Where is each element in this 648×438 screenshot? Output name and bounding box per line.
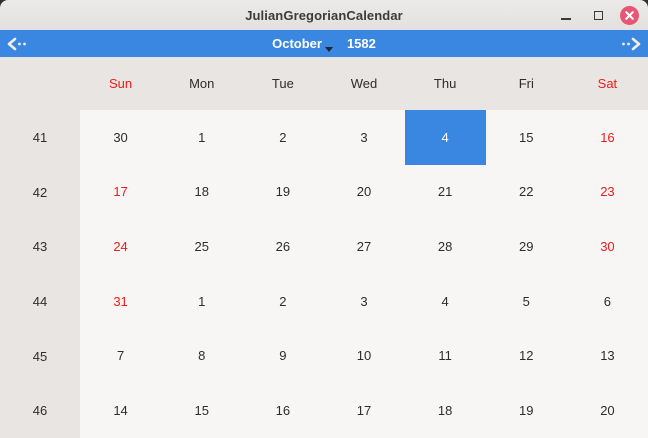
week-number: 41 <box>32 129 48 145</box>
window-title: JulianGregorianCalendar <box>245 7 403 23</box>
day-cells: 30 1 2 3 4 15 16 17 18 19 20 21 22 23 24… <box>80 110 648 438</box>
month-year-display: October 1582 <box>272 36 376 52</box>
day-cell-selected[interactable]: 4 <box>404 110 486 165</box>
minimize-icon <box>561 18 571 20</box>
prev-month-button[interactable] <box>0 30 38 57</box>
day-cell[interactable]: 26 <box>275 239 291 255</box>
day-cell[interactable]: 8 <box>198 348 206 364</box>
day-cell[interactable]: 23 <box>600 184 615 200</box>
day-cell[interactable]: 20 <box>356 184 372 200</box>
day-cell[interactable]: 1 <box>198 293 206 309</box>
day-cell[interactable]: 17 <box>356 403 372 419</box>
week-number: 46 <box>32 403 48 419</box>
week-number: 43 <box>32 239 48 255</box>
close-icon <box>625 10 634 20</box>
day-cell[interactable]: 18 <box>194 184 209 200</box>
day-cell[interactable]: 1 <box>198 129 206 145</box>
day-cell[interactable]: 22 <box>519 184 534 200</box>
day-header-sun: Sun <box>109 76 133 91</box>
month-dropdown[interactable]: October <box>272 36 333 52</box>
day-cell[interactable]: 29 <box>519 239 534 255</box>
day-cell[interactable]: 31 <box>113 293 128 309</box>
month-navbar: October 1582 <box>0 30 648 57</box>
calendar-grid: 41 42 43 44 45 46 30 1 2 3 4 15 16 17 18… <box>0 110 648 438</box>
chevron-left-dots-icon <box>7 37 26 50</box>
day-cell[interactable]: 15 <box>194 403 209 419</box>
titlebar: JulianGregorianCalendar <box>0 0 648 30</box>
month-label: October <box>272 36 322 51</box>
day-cell[interactable]: 3 <box>360 129 368 145</box>
day-cell[interactable]: 9 <box>279 348 287 364</box>
day-cell[interactable]: 10 <box>356 348 372 364</box>
close-button[interactable] <box>620 5 639 25</box>
day-cell[interactable]: 19 <box>519 403 534 419</box>
day-cell[interactable]: 6 <box>603 293 612 309</box>
day-cell[interactable]: 2 <box>279 129 287 145</box>
next-month-button[interactable] <box>610 30 648 57</box>
day-cell[interactable]: 15 <box>519 129 534 145</box>
day-header-mon: Mon <box>189 76 215 91</box>
day-cell[interactable]: 16 <box>275 403 291 419</box>
day-cell[interactable]: 17 <box>113 184 128 200</box>
minimize-button[interactable] <box>556 5 576 25</box>
day-header-fri: Fri <box>518 76 534 91</box>
day-header-row: Sun Mon Tue Wed Thu Fri Sat <box>0 57 648 110</box>
day-header-wed: Wed <box>350 76 378 91</box>
day-cell[interactable]: 11 <box>438 348 452 364</box>
day-header-thu: Thu <box>433 76 457 91</box>
chevron-down-icon <box>324 47 333 52</box>
week-number-column: 41 42 43 44 45 46 <box>0 110 80 438</box>
maximize-icon <box>593 10 603 20</box>
day-cell[interactable]: 2 <box>279 293 287 309</box>
day-cell[interactable]: 18 <box>437 403 453 419</box>
window-controls <box>556 0 639 30</box>
day-cell[interactable]: 13 <box>600 348 615 364</box>
day-cell[interactable]: 14 <box>113 403 128 419</box>
year-label[interactable]: 1582 <box>346 36 376 51</box>
day-header-sat: Sat <box>597 76 618 91</box>
maximize-button[interactable] <box>588 5 608 25</box>
day-header-tue: Tue <box>271 76 294 91</box>
day-cell[interactable]: 21 <box>437 184 453 200</box>
day-cell[interactable]: 30 <box>113 129 128 145</box>
day-cell[interactable]: 24 <box>113 239 128 255</box>
day-cell[interactable]: 27 <box>356 239 372 255</box>
day-cell[interactable]: 30 <box>600 239 615 255</box>
week-column-spacer <box>0 57 80 110</box>
day-cell[interactable]: 7 <box>116 348 125 364</box>
week-number: 44 <box>32 293 48 309</box>
week-number: 45 <box>32 348 48 364</box>
calendar-content: Sun Mon Tue Wed Thu Fri Sat 41 42 43 44 … <box>0 57 648 438</box>
day-cell[interactable]: 25 <box>194 239 209 255</box>
day-cell[interactable]: 19 <box>275 184 291 200</box>
day-cell[interactable]: 16 <box>600 129 615 145</box>
day-cell[interactable]: 28 <box>437 239 453 255</box>
day-cell[interactable]: 20 <box>600 403 615 419</box>
day-cell[interactable]: 5 <box>522 293 530 309</box>
week-number: 42 <box>32 184 48 200</box>
day-cell[interactable]: 4 <box>441 293 449 309</box>
day-cell[interactable]: 12 <box>519 348 534 364</box>
day-cell[interactable]: 3 <box>360 293 368 309</box>
chevron-right-dots-icon <box>622 37 641 50</box>
